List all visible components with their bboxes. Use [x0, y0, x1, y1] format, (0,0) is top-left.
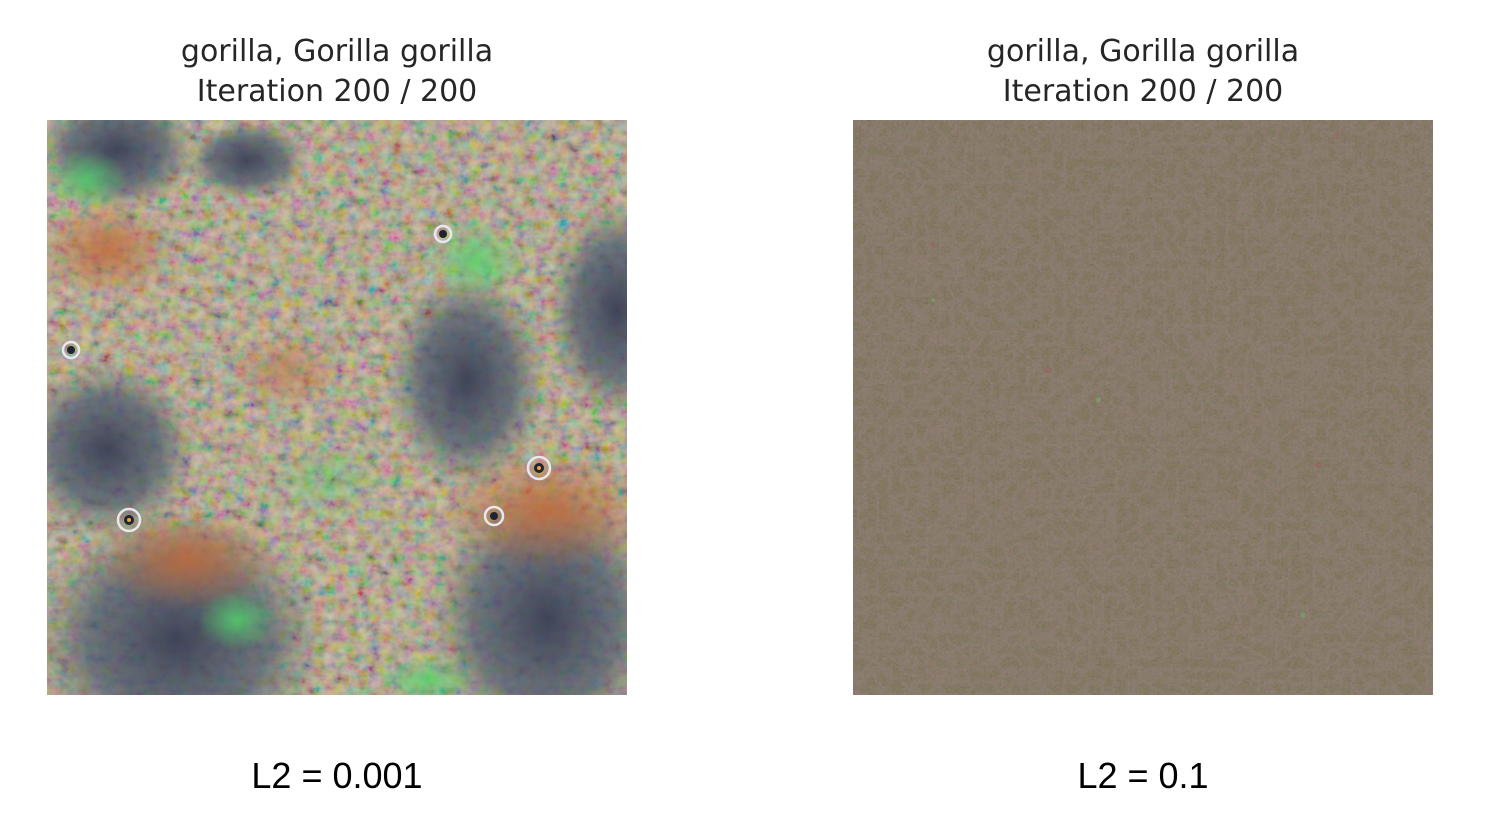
- gorilla-visualization-image: [853, 120, 1433, 695]
- gorilla-visualization-image: [47, 120, 627, 695]
- panel-title-class: gorilla, Gorilla gorilla: [180, 34, 494, 69]
- panel-title-class: gorilla, Gorilla gorilla: [986, 34, 1300, 69]
- panel-title-iteration: Iteration 200 / 200: [196, 74, 478, 109]
- l2-caption: L2 = 0.1: [1077, 755, 1209, 796]
- l2-caption: L2 = 0.001: [251, 755, 423, 796]
- panel-title-iteration: Iteration 200 / 200: [1002, 74, 1284, 109]
